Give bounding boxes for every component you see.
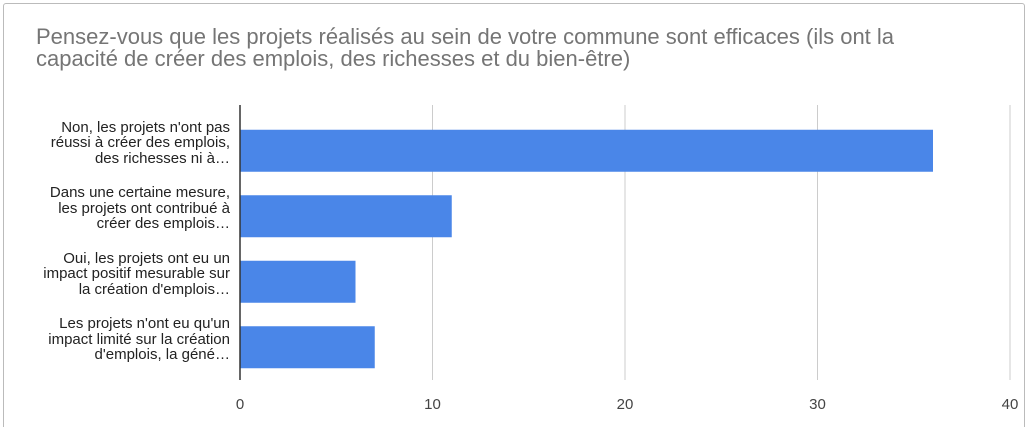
- y-tick-label: Non, les projets n'ont pas réussi à crée…: [50, 118, 230, 167]
- x-tick-label: 20: [617, 396, 634, 413]
- y-tick-label: Les projets n'ont eu qu'un impact limité…: [48, 315, 230, 364]
- x-tick-label: 30: [809, 396, 826, 413]
- bar: [240, 326, 375, 369]
- chart-title: Pensez-vous que les projets réalisés au …: [36, 24, 895, 71]
- bar: [240, 129, 933, 172]
- bar: [240, 260, 356, 303]
- chart-frame: [3, 3, 1025, 427]
- y-tick-label: Oui, les projets ont eu un impact positi…: [43, 249, 230, 298]
- x-tick-label: 10: [424, 396, 441, 413]
- bar: [240, 195, 452, 238]
- x-tick-label: 0: [236, 396, 244, 413]
- y-tick-label: Dans une certaine mesure, les projets on…: [49, 184, 230, 233]
- x-tick-label: 40: [1002, 396, 1019, 413]
